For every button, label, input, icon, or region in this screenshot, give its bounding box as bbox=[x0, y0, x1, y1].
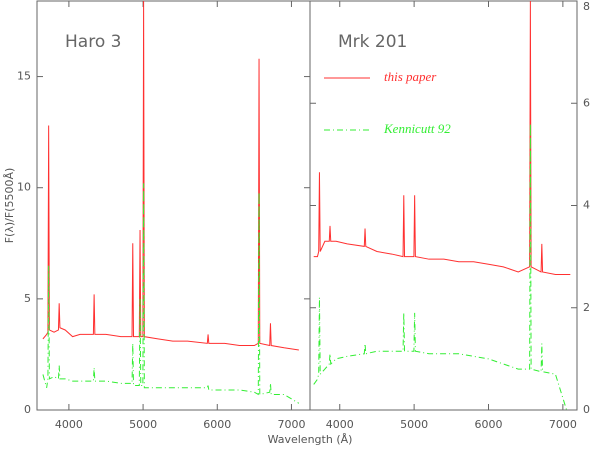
x-tick-label: 6000 bbox=[474, 418, 502, 431]
y-tick-label: 0 bbox=[583, 403, 590, 416]
x-tick-label: 5000 bbox=[129, 418, 157, 431]
x-tick-label: 7000 bbox=[277, 418, 305, 431]
y-tick-label: 15 bbox=[17, 70, 31, 83]
y-tick-label: 2 bbox=[583, 301, 590, 314]
plot-frame bbox=[309, 0, 578, 411]
y-tick-label: 8 bbox=[583, 0, 590, 13]
x-axis-label: Wavelength (Å) bbox=[268, 433, 353, 446]
x-tick-label: 5000 bbox=[400, 418, 428, 431]
panel-title: Mrk 201 bbox=[338, 32, 407, 52]
y-tick-label: 4 bbox=[583, 199, 590, 212]
x-tick-label: 4000 bbox=[55, 418, 83, 431]
x-tick-label: 7000 bbox=[549, 418, 577, 431]
y-tick-label: 5 bbox=[24, 292, 31, 305]
plot-frame bbox=[36, 0, 311, 411]
y-tick-label: 6 bbox=[583, 96, 590, 109]
legend-label: Kennicutt 92 bbox=[383, 121, 451, 136]
spectrum-line bbox=[313, 1, 571, 276]
spectrum-line bbox=[42, 1, 299, 351]
legend-label: this paper bbox=[384, 69, 437, 84]
spectrum-line bbox=[313, 123, 568, 410]
x-tick-label: 6000 bbox=[203, 418, 231, 431]
y-tick-label: 10 bbox=[17, 181, 31, 194]
spectrum-line bbox=[42, 183, 300, 404]
x-tick-label: 4000 bbox=[326, 418, 354, 431]
y-tick-label: 0 bbox=[24, 403, 31, 416]
panel-title: Haro 3 bbox=[65, 32, 121, 52]
y-axis-label: F(λ)/F(5500Å) bbox=[3, 168, 16, 244]
